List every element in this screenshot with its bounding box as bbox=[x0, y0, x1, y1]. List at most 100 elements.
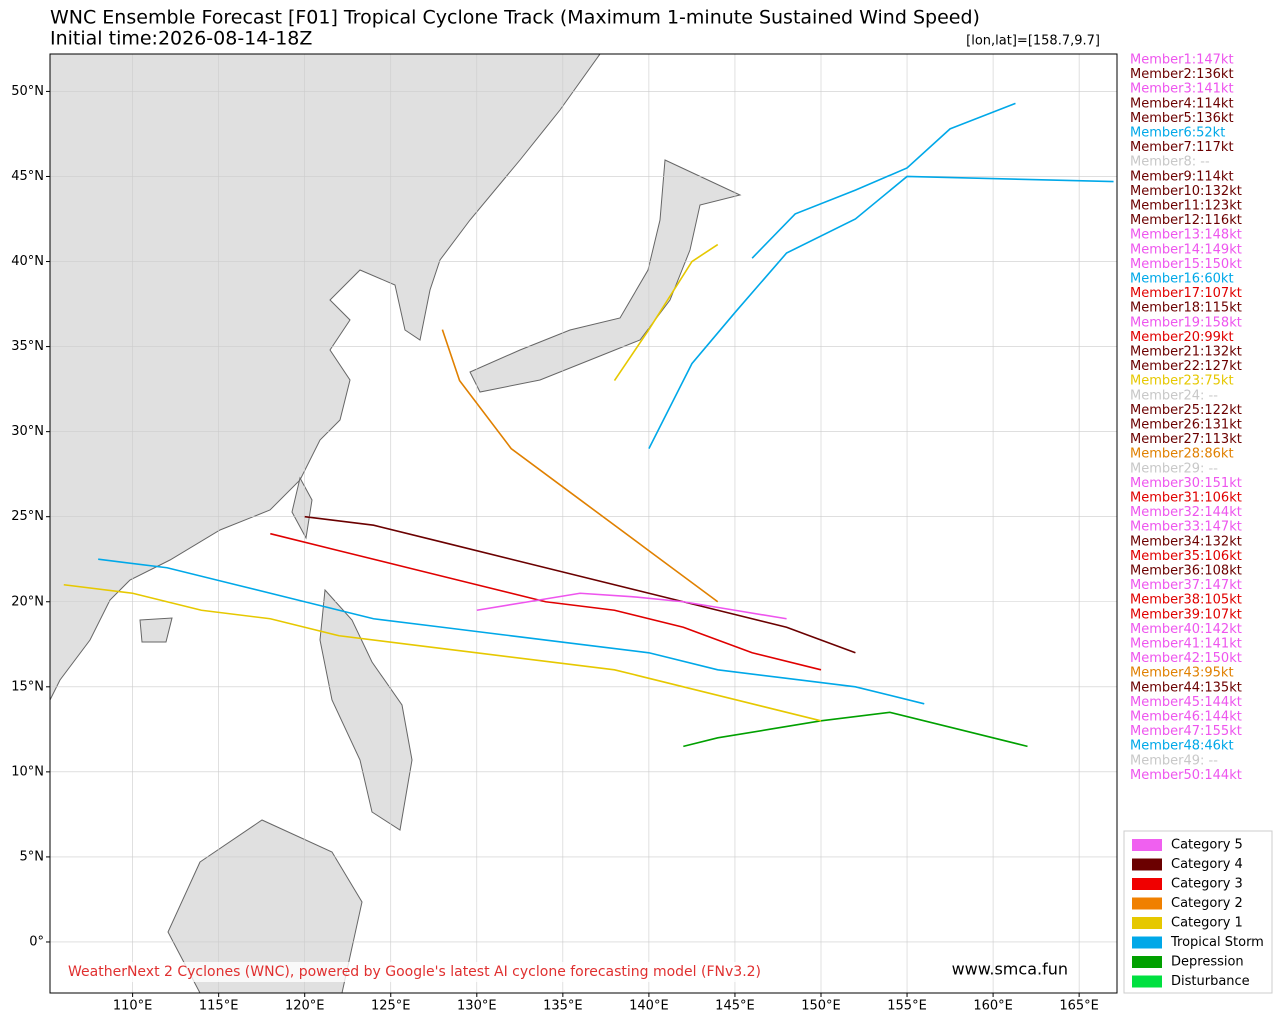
x-tick-label: 165°E bbox=[1059, 999, 1099, 1014]
member-entry: Member44:135kt bbox=[1130, 680, 1242, 695]
track bbox=[751, 102, 1016, 259]
member-entry: Member36:108kt bbox=[1130, 564, 1242, 579]
member-entry: Member38:105kt bbox=[1130, 593, 1242, 608]
y-tick-label: 25°N bbox=[11, 509, 44, 524]
member-entry: Member43:95kt bbox=[1130, 666, 1234, 681]
credit-background bbox=[62, 962, 792, 982]
x-tick-label: 115°E bbox=[199, 999, 239, 1014]
x-tick-label: 135°E bbox=[543, 999, 583, 1014]
subtitle: Initial time:2026-08-14-18Z bbox=[50, 28, 312, 50]
legend-swatch bbox=[1132, 917, 1162, 929]
member-entry: Member40:142kt bbox=[1130, 622, 1242, 637]
track bbox=[648, 175, 1114, 450]
x-tick-label: 155°E bbox=[887, 999, 927, 1014]
member-entry: Member34:132kt bbox=[1130, 534, 1242, 549]
legend-swatch bbox=[1132, 878, 1162, 890]
cursor-position: [lon,lat]=[158.7,9.7] bbox=[966, 34, 1100, 49]
member-entry: Member30:151kt bbox=[1130, 476, 1242, 491]
track bbox=[98, 558, 925, 705]
x-tick-label: 160°E bbox=[973, 999, 1013, 1014]
member-entry: Member48:46kt bbox=[1130, 739, 1234, 754]
track bbox=[613, 243, 719, 382]
member-entry: Member49: -- bbox=[1130, 753, 1218, 768]
y-tick-label: 45°N bbox=[11, 169, 44, 184]
member-entry: Member10:132kt bbox=[1130, 184, 1242, 199]
legend-label: Tropical Storm bbox=[1170, 935, 1264, 950]
y-tick-label: 50°N bbox=[11, 84, 44, 99]
member-entry: Member16:60kt bbox=[1130, 272, 1234, 287]
x-tick-label: 150°E bbox=[801, 999, 841, 1014]
member-entry: Member4:114kt bbox=[1130, 96, 1234, 111]
track bbox=[476, 592, 787, 620]
x-tick-label: 140°E bbox=[629, 999, 669, 1014]
member-entry: Member21:132kt bbox=[1130, 345, 1242, 360]
x-tick-label: 130°E bbox=[457, 999, 497, 1014]
japan bbox=[469, 159, 742, 393]
member-entry: Member46:144kt bbox=[1130, 710, 1242, 725]
member-entry: Member33:147kt bbox=[1130, 520, 1242, 535]
legend-label: Category 4 bbox=[1171, 857, 1243, 872]
member-entry: Member47:155kt bbox=[1130, 724, 1242, 739]
x-tick-label: 110°E bbox=[113, 999, 153, 1014]
legend-swatch bbox=[1132, 839, 1162, 851]
x-tick-label: 145°E bbox=[715, 999, 755, 1014]
member-entry: Member45:144kt bbox=[1130, 695, 1242, 710]
legend-label: Disturbance bbox=[1171, 974, 1250, 989]
legend-swatch bbox=[1132, 975, 1162, 988]
member-entry: Member3:141kt bbox=[1130, 82, 1234, 97]
site: www.smca.fun bbox=[952, 960, 1068, 979]
track bbox=[63, 583, 822, 722]
member-entry: Member5:136kt bbox=[1130, 111, 1234, 126]
member-entry: Member50:144kt bbox=[1130, 768, 1242, 783]
legend-swatch bbox=[1132, 956, 1162, 968]
member-entry: Member42:150kt bbox=[1130, 651, 1242, 666]
y-tick-label: 35°N bbox=[11, 339, 44, 354]
member-entry: Member27:113kt bbox=[1130, 432, 1242, 447]
member-entry: Member13:148kt bbox=[1130, 228, 1242, 243]
taiwan bbox=[291, 476, 313, 540]
member-entry: Member29: -- bbox=[1130, 461, 1218, 476]
member-entry: Member19:158kt bbox=[1130, 315, 1242, 330]
y-tick-label: 20°N bbox=[11, 594, 44, 609]
member-entry: Member15:150kt bbox=[1130, 257, 1242, 272]
map-frame bbox=[49, 53, 1118, 994]
legend-swatch bbox=[1132, 936, 1162, 949]
member-entry: Member6:52kt bbox=[1130, 126, 1225, 141]
land bbox=[50, 54, 742, 993]
track bbox=[304, 515, 856, 654]
member-entry: Member28:86kt bbox=[1130, 447, 1234, 462]
x-tick-label: 120°E bbox=[285, 999, 325, 1014]
y-tick-label: 5°N bbox=[20, 849, 45, 864]
member-entry: Member39:107kt bbox=[1130, 607, 1242, 622]
member-entry: Member35:106kt bbox=[1130, 549, 1242, 564]
title: WNC Ensemble Forecast [F01] Tropical Cyc… bbox=[50, 7, 980, 29]
asia-mainland bbox=[50, 54, 601, 701]
member-entry: Member37:147kt bbox=[1130, 578, 1242, 593]
philippines bbox=[319, 588, 413, 831]
member-entry: Member12:116kt bbox=[1130, 213, 1242, 228]
member-entry: Member32:144kt bbox=[1130, 505, 1242, 520]
track bbox=[270, 532, 822, 671]
legend-label: Category 2 bbox=[1171, 896, 1243, 911]
member-entry: Member24: -- bbox=[1130, 388, 1218, 403]
member-entry: Member22:127kt bbox=[1130, 359, 1242, 374]
member-entry: Member41:141kt bbox=[1130, 637, 1242, 652]
member-entry: Member31:106kt bbox=[1130, 491, 1242, 506]
member-entry: Member8: -- bbox=[1130, 155, 1210, 170]
member-entry: Member17:107kt bbox=[1130, 286, 1242, 301]
y-tick-label: 40°N bbox=[11, 254, 44, 269]
legend-swatch bbox=[1132, 858, 1162, 871]
legend-label: Category 5 bbox=[1171, 838, 1243, 853]
member-entry: Member26:131kt bbox=[1130, 418, 1242, 433]
member-entry: Member23:75kt bbox=[1130, 374, 1234, 389]
legend-label: Category 1 bbox=[1171, 916, 1243, 931]
y-tick-label: 10°N bbox=[11, 764, 44, 779]
member-entry: Member2:136kt bbox=[1130, 67, 1234, 82]
member-entry: Member1:147kt bbox=[1130, 53, 1234, 68]
member-entry: Member20:99kt bbox=[1130, 330, 1234, 345]
legend-swatch bbox=[1132, 897, 1162, 910]
legend-label: Category 3 bbox=[1171, 877, 1243, 892]
y-tick-label: 0° bbox=[29, 934, 44, 949]
member-entry: Member11:123kt bbox=[1130, 199, 1242, 214]
credit: WeatherNext 2 Cyclones (WNC), powered by… bbox=[68, 964, 761, 980]
